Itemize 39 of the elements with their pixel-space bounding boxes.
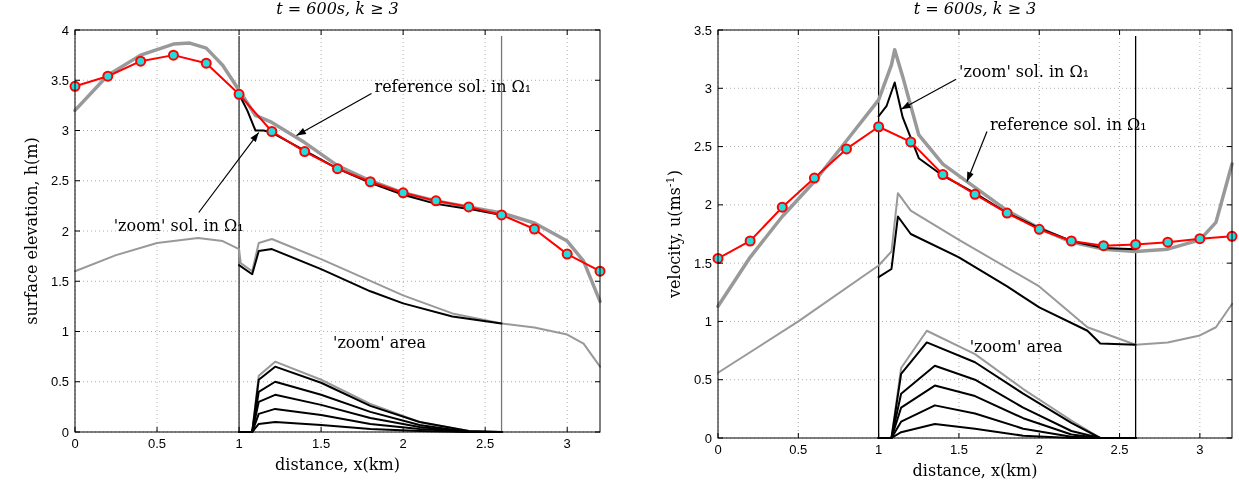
x-axis-title: distance, x(km) [912, 461, 1038, 480]
x-tick-label: 2 [399, 436, 407, 451]
x-tick-label: 2.5 [476, 436, 495, 451]
y-axis-title: surface elevation, h(m) [22, 137, 41, 325]
chart-title: t = 600s, k ≥ 3 [276, 0, 399, 18]
x-tick-label: 1 [875, 442, 883, 457]
y-tick-label: 3 [704, 80, 712, 96]
y-tick-label: 4 [61, 22, 69, 38]
annotation: 'zoom' area [969, 337, 1064, 357]
y-tick-label: 3.5 [693, 22, 712, 38]
y-tick-label: 1 [61, 324, 69, 339]
x-tick-label: 3 [1196, 442, 1204, 457]
y-tick-label: 1 [704, 313, 712, 329]
x-tick-label: 2 [1035, 442, 1043, 457]
y-tick-label: 3.5 [50, 72, 69, 88]
x-tick-label: 1.5 [949, 442, 968, 457]
x-tick-label: 1.5 [312, 436, 331, 451]
y-tick-label: 0.5 [693, 372, 712, 388]
y-tick-label: 1.5 [693, 255, 712, 271]
y-tick-label: 2.5 [50, 173, 69, 189]
x-tick-label: 0.5 [789, 442, 808, 457]
annotation: 'zoom' area [333, 332, 427, 352]
y-tick-label: 1.5 [50, 273, 69, 289]
x-axis-title: distance, x(km) [275, 455, 400, 474]
y-tick-label: 0.5 [50, 374, 69, 390]
y-tick-label: 2 [704, 197, 712, 213]
chart-title: t = 600s, k ≥ 3 [913, 0, 1037, 18]
x-tick-label: 0 [71, 436, 79, 451]
x-tick-label: 3 [563, 436, 571, 451]
y-tick-label: 3 [61, 123, 69, 138]
x-tick-label: 1 [235, 436, 243, 451]
annotation: 'zoom' sol. in Ω₁ [959, 62, 1090, 82]
x-tick-label: 2.5 [1110, 442, 1129, 457]
y-tick-label: 2 [61, 223, 69, 239]
y-tick-label: 0 [61, 424, 69, 440]
x-tick-label: 0 [714, 442, 722, 457]
annotation: reference sol. in Ω₁ [374, 76, 532, 96]
y-tick-label: 2.5 [693, 139, 712, 155]
x-tick-label: 0.5 [147, 436, 167, 451]
